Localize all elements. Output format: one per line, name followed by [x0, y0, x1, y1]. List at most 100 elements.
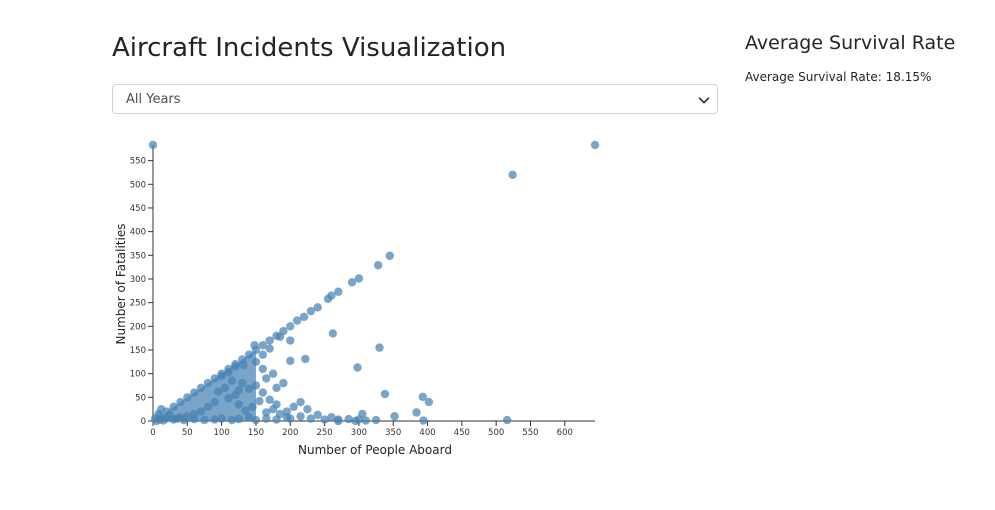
data-point: [323, 294, 333, 304]
data-point: [306, 306, 316, 316]
data-point: [419, 416, 428, 425]
year-filter-select[interactable]: All Years: [112, 84, 718, 114]
data-point: [334, 287, 343, 296]
data-point: [272, 383, 281, 393]
y-tick-label: 450: [130, 204, 146, 214]
data-point: [251, 381, 261, 390]
data-point: [354, 415, 364, 424]
data-point: [373, 261, 383, 270]
x-tick-label: 0: [150, 428, 155, 438]
data-point: [292, 316, 302, 325]
x-tick-label: 600: [557, 428, 573, 438]
data-point: [299, 312, 309, 322]
data-point: [258, 364, 268, 374]
data-point: [210, 397, 219, 407]
x-tick-label: 500: [488, 428, 504, 438]
x-tick-label: 550: [522, 428, 538, 438]
x-tick-label: 400: [419, 428, 435, 438]
data-point: [248, 402, 257, 411]
data-point: [371, 415, 381, 425]
data-point: [196, 407, 206, 416]
survival-rate-text: Average Survival Rate: 18.15%: [745, 70, 932, 84]
data-point: [286, 336, 295, 345]
data-point: [385, 251, 394, 260]
data-point: [344, 414, 353, 424]
data-point: [227, 415, 237, 425]
data-point: [286, 414, 295, 423]
data-point: [265, 336, 274, 345]
data-point: [258, 350, 268, 359]
data-point: [189, 388, 199, 397]
data-point: [353, 363, 362, 372]
data-point: [241, 406, 250, 415]
data-point: [306, 414, 316, 423]
data-point: [313, 303, 322, 312]
y-tick-label: 150: [130, 346, 146, 356]
data-point: [196, 383, 206, 393]
data-point: [150, 414, 160, 423]
data-point: [251, 415, 261, 425]
y-tick-label: 100: [130, 370, 146, 380]
data-point: [231, 362, 240, 371]
data-point: [334, 416, 343, 426]
data-point: [286, 322, 295, 331]
data-point: [502, 415, 512, 425]
data-point: [244, 350, 254, 359]
data-point: [251, 357, 261, 367]
data-point: [380, 389, 390, 399]
data-point: [183, 412, 192, 421]
data-point: [220, 383, 230, 393]
x-tick-label: 350: [385, 428, 401, 438]
data-point: [296, 412, 305, 421]
x-tick-label: 250: [316, 428, 332, 438]
data-point: [189, 409, 199, 419]
y-tick-label: 350: [130, 251, 146, 261]
x-tick-label: 300: [351, 428, 367, 438]
data-point: [354, 274, 364, 283]
data-point: [279, 378, 288, 388]
data-point: [590, 140, 600, 150]
data-point: [162, 413, 171, 423]
data-point: [303, 404, 312, 414]
data-point: [234, 400, 243, 409]
x-tick-label: 200: [282, 428, 298, 438]
data-point: [250, 341, 259, 350]
data-point: [148, 140, 158, 150]
data-point: [262, 408, 271, 417]
y-tick-label: 400: [130, 228, 146, 238]
data-point: [268, 404, 278, 414]
y-tick-label: 300: [130, 275, 146, 285]
data-point: [347, 278, 357, 287]
y-tick-label: 200: [130, 322, 146, 332]
y-tick-label: 0: [141, 417, 146, 427]
data-point: [265, 395, 274, 404]
data-point: [418, 392, 427, 402]
data-point: [224, 394, 233, 403]
data-point: [412, 408, 421, 417]
data-point: [238, 378, 247, 388]
data-point: [172, 414, 182, 423]
data-point: [275, 409, 285, 419]
data-point: [244, 384, 254, 394]
data-point: [244, 413, 254, 422]
y-tick-label: 50: [135, 393, 146, 403]
data-point: [424, 397, 434, 407]
data-point: [258, 388, 268, 397]
data-point: [289, 402, 298, 411]
chevron-down-icon: [698, 97, 710, 104]
y-tick-label: 500: [130, 180, 146, 190]
data-point: [390, 412, 399, 421]
data-point: [234, 414, 243, 424]
data-point: [183, 393, 192, 402]
x-tick-label: 450: [454, 428, 470, 438]
data-point: [328, 329, 338, 338]
survival-heading: Average Survival Rate: [745, 32, 956, 54]
data-point: [375, 343, 384, 352]
data-point: [282, 407, 292, 416]
data-point: [361, 416, 370, 425]
y-tick-label: 250: [130, 299, 146, 309]
x-tick-label: 50: [182, 428, 193, 438]
data-point: [217, 371, 226, 381]
data-point: [210, 415, 219, 424]
data-point: [262, 374, 271, 383]
